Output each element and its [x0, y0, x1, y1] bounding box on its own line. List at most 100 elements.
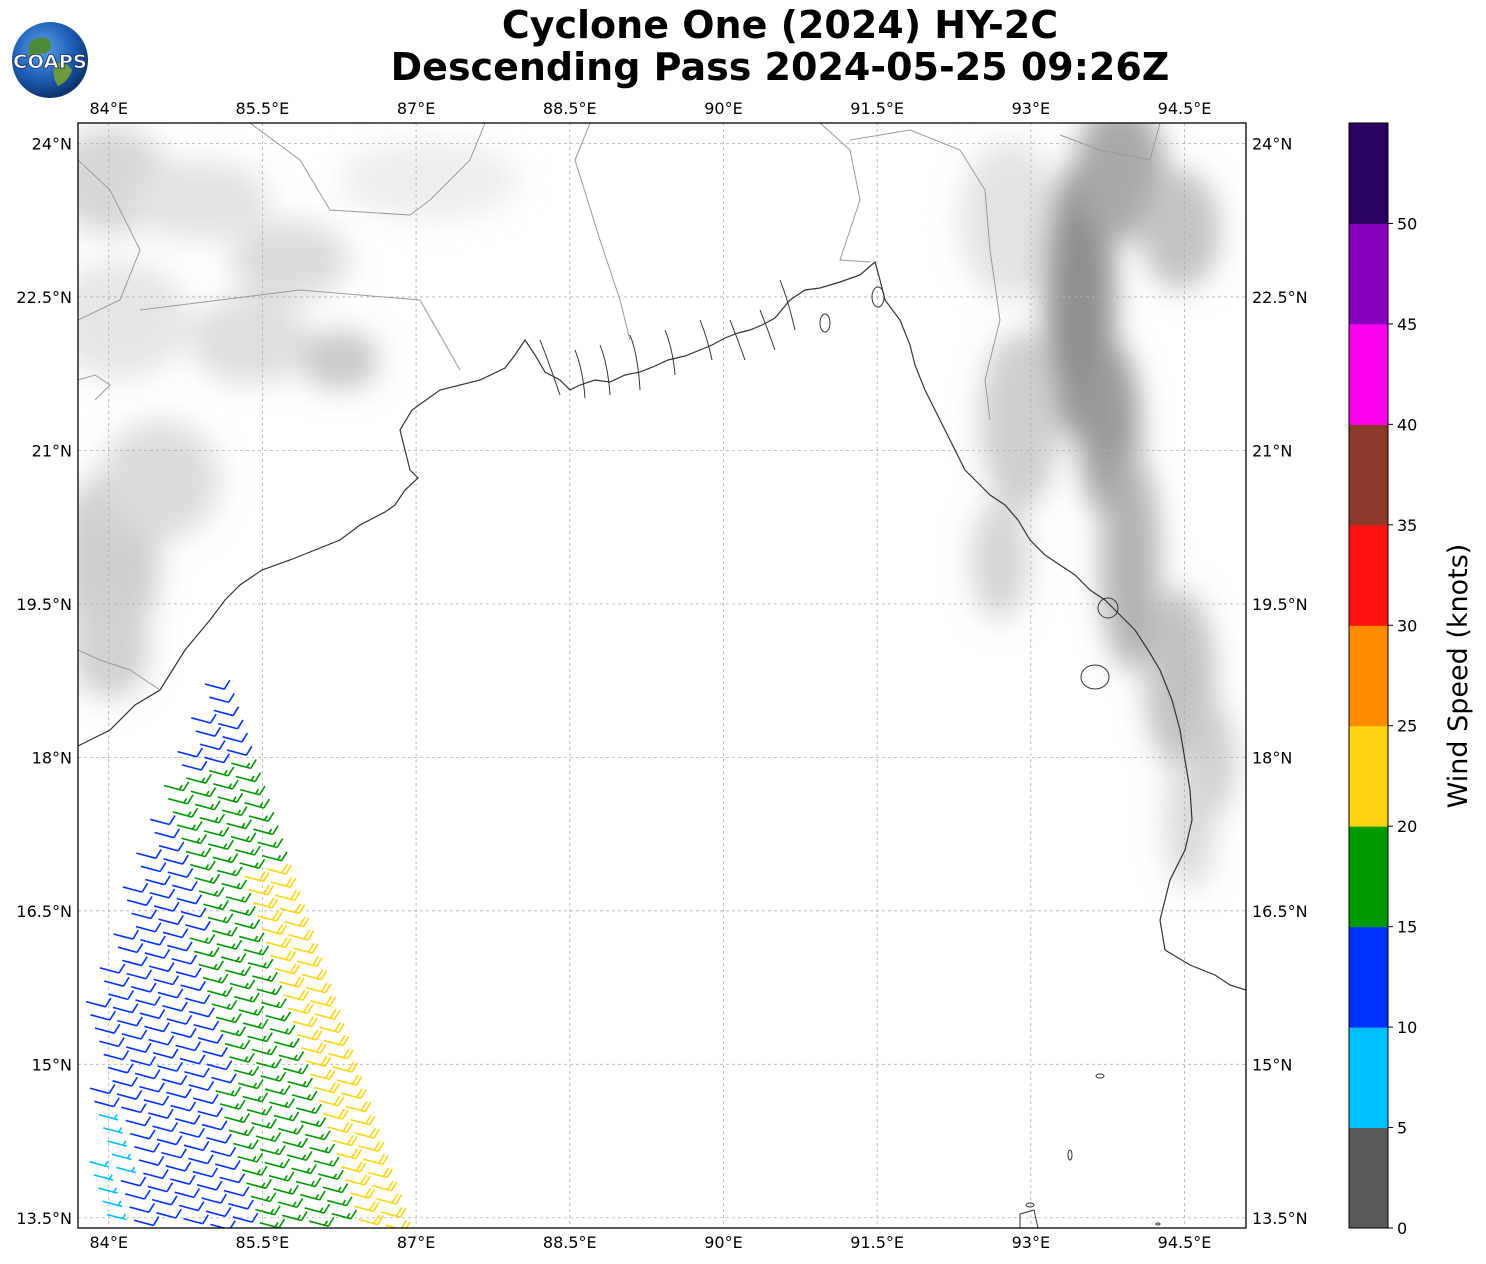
wind-barb: [260, 1071, 287, 1082]
barb-flag: [278, 1145, 286, 1155]
wind-barb: [162, 1001, 188, 1012]
barb-flag: [257, 1022, 262, 1028]
barb-flag: [382, 1167, 390, 1177]
wind-barb: [310, 995, 337, 1007]
barb-staff: [222, 736, 243, 743]
barb-flag: [257, 932, 265, 943]
wind-barb: [224, 1112, 250, 1124]
wind-barb: [345, 1174, 371, 1186]
barb-flag: [293, 964, 301, 975]
wind-barb: [93, 1174, 114, 1181]
wind-barb: [129, 1129, 156, 1140]
wind-barb: [282, 1064, 309, 1075]
colorbar-segment: [1349, 1127, 1388, 1229]
barb-staff: [197, 1110, 218, 1118]
barb-flag: [316, 969, 324, 979]
barb-flag: [153, 1069, 161, 1079]
barb-flag: [265, 1195, 270, 1201]
barb-staff: [130, 986, 151, 993]
barb-flag: [250, 775, 255, 781]
wind-barb: [246, 1178, 272, 1190]
barb-flag: [320, 982, 328, 993]
wind-barb: [266, 863, 293, 875]
wind-barb: [205, 1207, 232, 1218]
barb-flag: [297, 977, 305, 988]
colorbar-segment: [1349, 524, 1388, 626]
barb-flag: [285, 950, 293, 960]
wind-barb: [226, 819, 252, 830]
barb-flag: [256, 1079, 264, 1089]
barb-staff: [90, 1014, 111, 1021]
barb-flag: [345, 1196, 353, 1207]
barb-flag: [170, 1195, 178, 1206]
wind-barb: [301, 969, 328, 981]
barb-flag: [284, 938, 292, 948]
colorbar-tick-label: 20: [1397, 817, 1417, 836]
barb-staff: [144, 952, 165, 959]
barb-staff: [126, 899, 147, 907]
barb-staff: [174, 1191, 195, 1199]
barb-flag: [355, 1075, 363, 1086]
title-line-1: Cyclone One (2024) HY-2C: [501, 3, 1059, 47]
barb-flag: [180, 1148, 187, 1159]
barb-flag: [294, 903, 302, 913]
wind-barb: [168, 794, 194, 805]
barb-flag: [131, 1166, 136, 1173]
barb-flag: [166, 1182, 174, 1193]
barb-flag: [378, 1154, 386, 1164]
barb-flag: [288, 1098, 295, 1108]
barb-flag: [197, 1201, 205, 1211]
wind-barb: [287, 1003, 314, 1015]
barb-flag: [149, 1056, 157, 1066]
barb-flag: [181, 928, 189, 938]
wind-barb: [223, 1186, 250, 1197]
barb-flag: [256, 1152, 264, 1163]
barb-flag: [215, 1180, 223, 1191]
barb-flag: [269, 1192, 277, 1202]
barb-flag: [263, 884, 271, 894]
barb-flag: [270, 1208, 275, 1215]
barb-flag: [350, 1209, 358, 1220]
wind-barb: [295, 1177, 322, 1188]
barb-flag: [213, 890, 218, 896]
barb-staff: [89, 1087, 110, 1095]
wind-barb: [220, 952, 247, 964]
barb-flag: [265, 1105, 273, 1116]
barb-staff: [116, 1093, 137, 1100]
barb-flag: [258, 858, 266, 869]
barb-flag: [209, 803, 215, 810]
barb-flag: [190, 881, 198, 891]
barb-flag: [131, 1003, 139, 1013]
barb-flag: [183, 797, 188, 804]
barb-flag: [223, 753, 230, 764]
wind-barb: [113, 929, 139, 940]
barb-flag: [351, 1148, 359, 1158]
lat-tick-label-left: 19.5°N: [16, 595, 72, 614]
wind-barb: [143, 1169, 169, 1180]
barb-flag: [399, 1207, 407, 1218]
barb-staff: [136, 852, 157, 860]
barb-staff: [124, 1193, 145, 1200]
wind-barb: [144, 1022, 170, 1033]
wind-barb: [278, 1051, 305, 1062]
lon-tick-label-top: 87°E: [397, 99, 435, 118]
barb-flag: [252, 1156, 257, 1162]
barb-flag: [285, 864, 293, 875]
map-area[interactable]: [50, 100, 1246, 1230]
estuary-inlet: [664, 329, 676, 376]
barb-flag: [248, 1069, 253, 1075]
barb-flag: [315, 1120, 320, 1126]
wind-barb: [181, 760, 208, 771]
barb-staff: [204, 756, 225, 764]
wind-barb: [282, 1137, 309, 1148]
wind-barb: [277, 1197, 304, 1209]
barb-flag: [296, 1124, 304, 1135]
barb-flag: [203, 994, 211, 1004]
barb-staff: [131, 912, 152, 920]
barb-staff: [192, 1170, 213, 1178]
wind-barb: [172, 807, 199, 818]
wind-barb: [147, 1182, 174, 1193]
barb-flag: [294, 976, 301, 987]
wind-barb: [213, 706, 240, 717]
wind-barb: [180, 980, 206, 992]
